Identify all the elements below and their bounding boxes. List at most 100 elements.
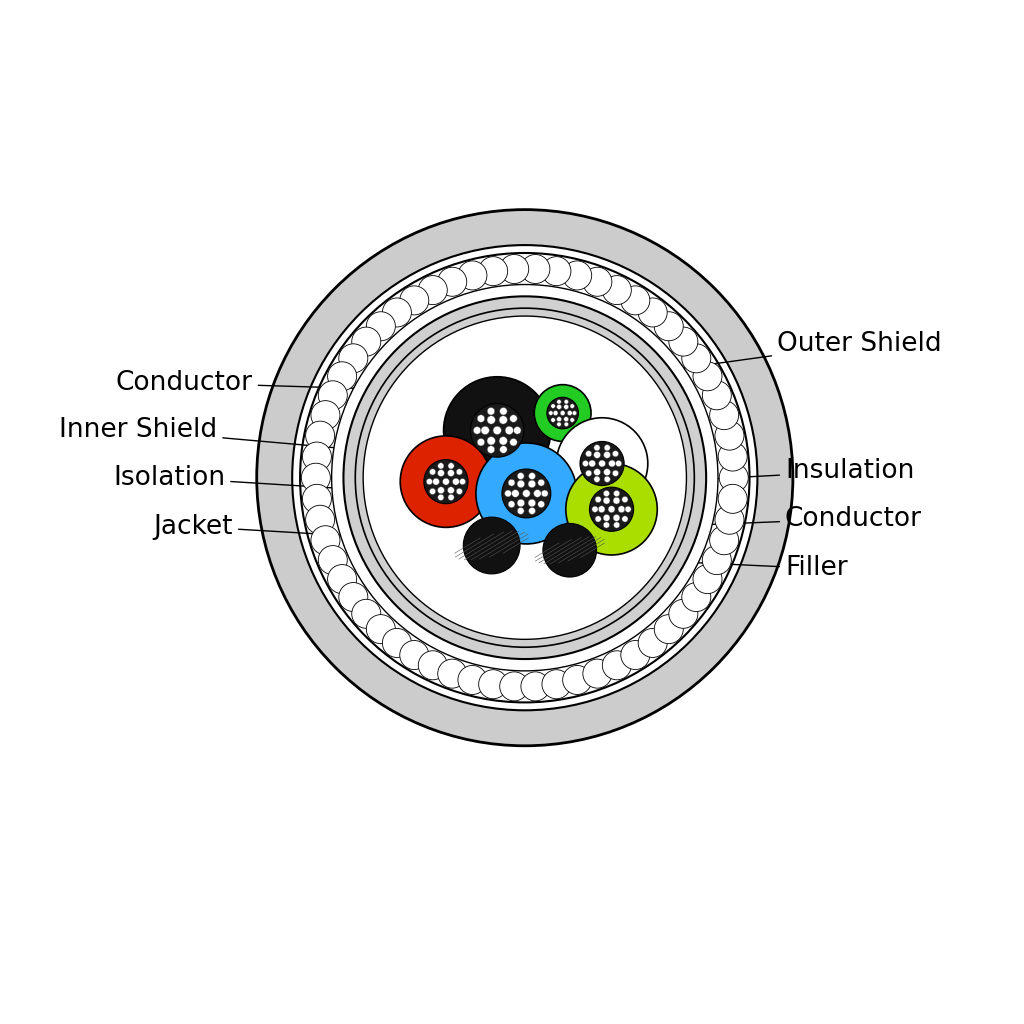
Circle shape <box>603 452 610 459</box>
Circle shape <box>476 443 577 544</box>
Circle shape <box>542 490 548 497</box>
Circle shape <box>502 469 551 518</box>
Circle shape <box>602 651 632 680</box>
Circle shape <box>332 285 718 671</box>
Circle shape <box>622 516 628 522</box>
Circle shape <box>500 255 528 284</box>
Circle shape <box>594 476 600 482</box>
Circle shape <box>521 255 550 284</box>
Circle shape <box>654 614 683 644</box>
Circle shape <box>715 505 744 535</box>
Circle shape <box>547 397 579 429</box>
Circle shape <box>305 421 335 451</box>
Circle shape <box>528 473 536 479</box>
Circle shape <box>437 486 444 494</box>
Circle shape <box>311 525 340 555</box>
Circle shape <box>654 311 683 341</box>
Circle shape <box>493 426 502 434</box>
Circle shape <box>477 415 484 422</box>
Circle shape <box>257 210 793 745</box>
Circle shape <box>399 286 429 315</box>
Circle shape <box>682 583 711 611</box>
Circle shape <box>522 489 530 498</box>
Text: Inner Shield: Inner Shield <box>59 418 358 450</box>
Circle shape <box>618 506 625 513</box>
Circle shape <box>292 245 758 711</box>
Circle shape <box>710 525 738 555</box>
Circle shape <box>367 311 395 341</box>
Circle shape <box>399 640 429 670</box>
Circle shape <box>604 444 610 451</box>
Circle shape <box>505 490 511 497</box>
Circle shape <box>487 436 496 445</box>
Circle shape <box>505 426 513 434</box>
Text: Insulation: Insulation <box>662 459 914 484</box>
Circle shape <box>551 403 555 409</box>
Circle shape <box>517 508 524 514</box>
Circle shape <box>603 522 609 528</box>
Circle shape <box>580 441 625 485</box>
Circle shape <box>621 640 650 670</box>
Circle shape <box>562 666 592 694</box>
Circle shape <box>478 670 508 698</box>
Circle shape <box>429 488 435 495</box>
Circle shape <box>603 469 610 475</box>
Circle shape <box>487 408 495 415</box>
Circle shape <box>458 666 487 694</box>
Circle shape <box>615 461 622 467</box>
Circle shape <box>622 497 628 503</box>
Circle shape <box>311 400 340 430</box>
Circle shape <box>339 344 368 373</box>
Circle shape <box>460 478 466 484</box>
Circle shape <box>612 470 618 476</box>
Circle shape <box>500 408 507 415</box>
Circle shape <box>437 267 467 296</box>
Circle shape <box>328 564 356 594</box>
Circle shape <box>367 614 395 644</box>
Circle shape <box>447 486 455 494</box>
Circle shape <box>557 399 561 404</box>
Circle shape <box>608 460 615 467</box>
Circle shape <box>542 257 571 286</box>
Circle shape <box>715 421 744 451</box>
Circle shape <box>458 261 487 290</box>
Circle shape <box>352 599 381 629</box>
Circle shape <box>437 463 444 469</box>
Circle shape <box>487 445 495 454</box>
Circle shape <box>447 470 455 476</box>
Circle shape <box>570 403 574 409</box>
Circle shape <box>603 498 610 504</box>
Circle shape <box>566 464 657 555</box>
Circle shape <box>613 490 620 497</box>
Circle shape <box>542 670 571 698</box>
Text: Isolation: Isolation <box>113 465 356 490</box>
Circle shape <box>599 460 605 467</box>
Circle shape <box>608 506 615 513</box>
Circle shape <box>638 298 668 327</box>
Circle shape <box>302 442 332 471</box>
Circle shape <box>595 516 601 522</box>
Circle shape <box>302 484 332 513</box>
Circle shape <box>305 505 335 535</box>
Circle shape <box>564 417 568 422</box>
Circle shape <box>442 478 450 485</box>
Circle shape <box>553 411 558 416</box>
Circle shape <box>594 444 600 451</box>
Circle shape <box>473 427 481 434</box>
Circle shape <box>343 296 707 659</box>
Text: Filler: Filler <box>602 555 848 582</box>
Circle shape <box>602 275 632 304</box>
Circle shape <box>487 416 496 424</box>
Circle shape <box>538 501 545 508</box>
Circle shape <box>447 495 455 501</box>
Circle shape <box>382 298 412 327</box>
Circle shape <box>364 316 686 639</box>
Circle shape <box>594 469 600 475</box>
Text: Outer Shield: Outer Shield <box>664 331 942 371</box>
Circle shape <box>528 500 536 507</box>
Circle shape <box>613 514 620 521</box>
Circle shape <box>625 506 631 512</box>
Circle shape <box>543 523 597 578</box>
Circle shape <box>443 377 551 484</box>
Circle shape <box>613 498 620 504</box>
